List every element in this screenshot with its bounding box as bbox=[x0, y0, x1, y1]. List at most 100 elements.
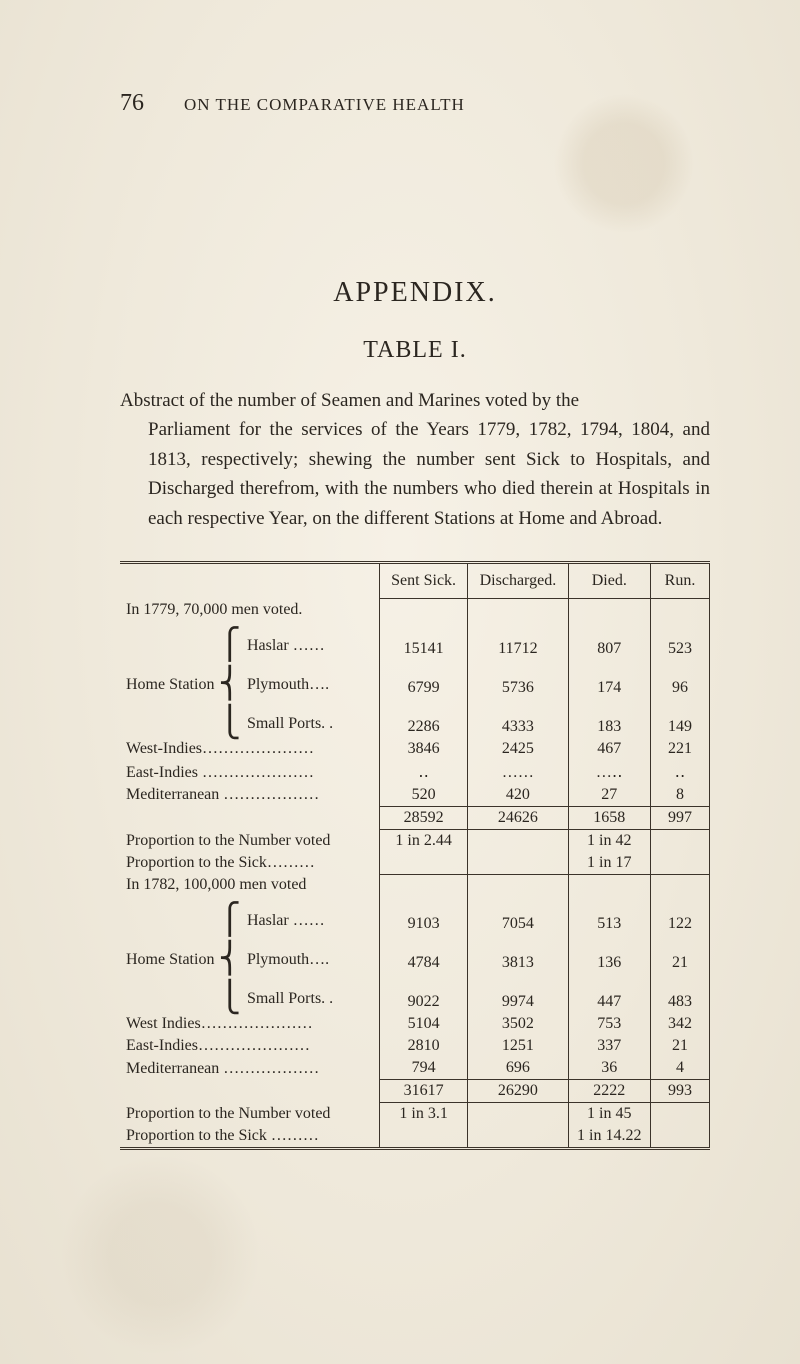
section2-title: In 1782, 100,000 men voted bbox=[120, 874, 379, 896]
cell: 794 bbox=[379, 1057, 467, 1080]
table-row: Mediterranean ……………… 794 696 36 4 bbox=[120, 1057, 710, 1080]
topline: 76 ON THE COMPARATIVE HEALTH bbox=[120, 90, 710, 117]
cell: 1 in 17 bbox=[568, 852, 651, 875]
abstract-body: Parliament for the services of the Years… bbox=[120, 415, 710, 533]
cell: 483 bbox=[651, 974, 710, 1013]
cell: 7054 bbox=[468, 896, 568, 935]
cell: 9974 bbox=[468, 974, 568, 1013]
row-label: Mediterranean bbox=[126, 1060, 219, 1077]
cell: 1 in 3.1 bbox=[379, 1103, 467, 1126]
section2-title-row: In 1782, 100,000 men voted bbox=[120, 874, 710, 896]
cell: 221 bbox=[651, 738, 710, 760]
cell: 5736 bbox=[468, 660, 568, 699]
running-head: ON THE COMPARATIVE HEALTH bbox=[184, 95, 465, 115]
cell: …… bbox=[468, 760, 568, 784]
row-label: Haslar bbox=[247, 912, 289, 929]
table-row: Proportion to the Sick……… 1 in 17 bbox=[120, 852, 710, 875]
table-row: Proportion to the Number voted 1 in 2.44… bbox=[120, 829, 710, 852]
cell: 1 in 14.22 bbox=[568, 1125, 651, 1149]
total-cell: 26290 bbox=[468, 1080, 568, 1103]
header-run: Run. bbox=[651, 563, 710, 599]
home-station-label: Home Station bbox=[126, 676, 214, 693]
cell: 5104 bbox=[379, 1013, 467, 1035]
prop-num-label: Proportion to the Number voted bbox=[126, 832, 330, 849]
cell: 11712 bbox=[468, 621, 568, 660]
cell: 8 bbox=[651, 784, 710, 807]
total-cell: 31617 bbox=[379, 1080, 467, 1103]
cell: 1 in 42 bbox=[568, 829, 651, 852]
cell: 174 bbox=[568, 660, 651, 699]
table-row: East-Indies………………… 2810 1251 337 21 bbox=[120, 1035, 710, 1057]
cell: 4 bbox=[651, 1057, 710, 1080]
row-label: Haslar bbox=[247, 637, 289, 654]
table-row: Home Station ⎩ Small Ports. . 2286 4333 … bbox=[120, 699, 710, 738]
total-cell: 997 bbox=[651, 806, 710, 829]
cell: ‥ bbox=[379, 760, 467, 784]
row-label: Mediterranean bbox=[126, 786, 219, 803]
cell: 2810 bbox=[379, 1035, 467, 1057]
cell: 3813 bbox=[468, 935, 568, 974]
header-blank bbox=[120, 563, 379, 599]
cell: 523 bbox=[651, 621, 710, 660]
table-row: East-Indies ………………… ‥ …… …‥ ‥ bbox=[120, 760, 710, 784]
cell: 807 bbox=[568, 621, 651, 660]
section1-title: In 1779, 70,000 men voted. bbox=[120, 599, 379, 621]
appendix-title: APPENDIX. bbox=[120, 277, 710, 309]
cell: 753 bbox=[568, 1013, 651, 1035]
row-label: West Indies bbox=[126, 1015, 201, 1032]
cell: 447 bbox=[568, 974, 651, 1013]
table-row: Home Station ⎨ Plymouth…. 4784 3813 136 … bbox=[120, 935, 710, 974]
cell: 467 bbox=[568, 738, 651, 760]
cell: 420 bbox=[468, 784, 568, 807]
cell: 27 bbox=[568, 784, 651, 807]
table-row: Home Station ⎩ Small Ports. . 9022 9974 … bbox=[120, 974, 710, 1013]
cell: ‥ bbox=[651, 760, 710, 784]
prop-num-label: Proportion to the Number voted bbox=[126, 1105, 330, 1122]
brace-bot-icon: ⎩ bbox=[218, 980, 241, 1015]
brace-top-icon: ⎧ bbox=[218, 627, 241, 662]
brace-mid-icon: ⎨ bbox=[218, 666, 241, 701]
row-label: Small Ports bbox=[247, 990, 321, 1007]
cell: 1 in 2.44 bbox=[379, 829, 467, 852]
table-row: West-Indies………………… 3846 2425 467 221 bbox=[120, 738, 710, 760]
brace-mid-icon: ⎨ bbox=[218, 941, 241, 976]
cell: 696 bbox=[468, 1057, 568, 1080]
cell: 183 bbox=[568, 699, 651, 738]
cell: 36 bbox=[568, 1057, 651, 1080]
cell: 513 bbox=[568, 896, 651, 935]
cell: 21 bbox=[651, 1035, 710, 1057]
cell: 9022 bbox=[379, 974, 467, 1013]
header-sent: Sent Sick. bbox=[379, 563, 467, 599]
prop-sick-label: Proportion to the Sick bbox=[126, 854, 267, 871]
header-discharged: Discharged. bbox=[468, 563, 568, 599]
brace-top-icon: ⎧ bbox=[218, 902, 241, 937]
table-row: Home Station ⎧ Haslar …… 15141 11712 807… bbox=[120, 621, 710, 660]
total-cell: 1658 bbox=[568, 806, 651, 829]
cell: 1251 bbox=[468, 1035, 568, 1057]
cell: 96 bbox=[651, 660, 710, 699]
header-died: Died. bbox=[568, 563, 651, 599]
cell: 136 bbox=[568, 935, 651, 974]
row-label: West-Indies bbox=[126, 740, 202, 757]
cell: 4784 bbox=[379, 935, 467, 974]
total-cell: 993 bbox=[651, 1080, 710, 1103]
total-cell: 24626 bbox=[468, 806, 568, 829]
table-label: TABLE I. bbox=[120, 337, 710, 364]
section2-total-row: 31617 26290 2222 993 bbox=[120, 1080, 710, 1103]
cell: 520 bbox=[379, 784, 467, 807]
home-station-label: Home Station bbox=[126, 951, 214, 968]
cell: 337 bbox=[568, 1035, 651, 1057]
row-label: Plymouth bbox=[247, 676, 309, 693]
row-label: East-Indies bbox=[126, 764, 198, 781]
abstract-lead: Abstract of the number of Seamen and Mar… bbox=[120, 390, 579, 411]
cell: 21 bbox=[651, 935, 710, 974]
cell: …‥ bbox=[568, 760, 651, 784]
cell: 342 bbox=[651, 1013, 710, 1035]
row-label: East-Indies bbox=[126, 1037, 198, 1054]
table-row: West Indies………………… 5104 3502 753 342 bbox=[120, 1013, 710, 1035]
table-row: Home Station ⎨ Plymouth…. 6799 5736 174 … bbox=[120, 660, 710, 699]
page-number: 76 bbox=[120, 90, 144, 117]
total-cell: 2222 bbox=[568, 1080, 651, 1103]
cell: 149 bbox=[651, 699, 710, 738]
cell: 6799 bbox=[379, 660, 467, 699]
